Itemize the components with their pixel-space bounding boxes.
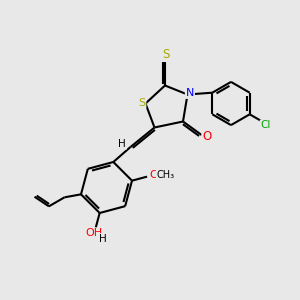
Text: O: O — [149, 170, 158, 180]
Text: H: H — [118, 139, 126, 149]
Text: S: S — [138, 98, 146, 108]
Text: Cl: Cl — [260, 120, 271, 130]
Text: N: N — [186, 88, 194, 98]
Text: OH: OH — [86, 229, 103, 238]
Text: CH₃: CH₃ — [157, 170, 175, 180]
Text: H: H — [99, 234, 107, 244]
Text: O: O — [202, 130, 211, 143]
Text: S: S — [162, 48, 169, 61]
